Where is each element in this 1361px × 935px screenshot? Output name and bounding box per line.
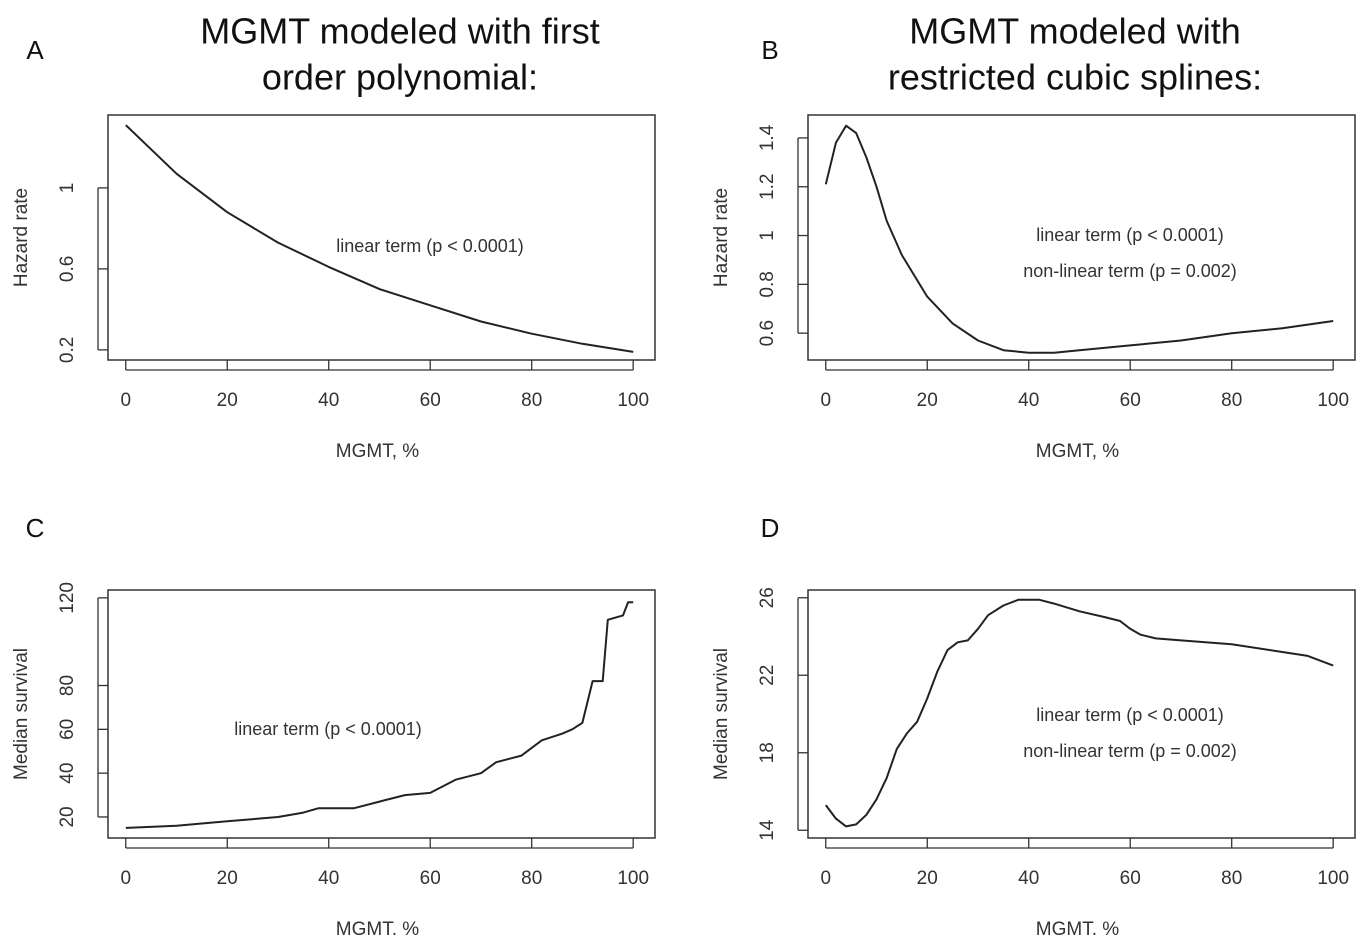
column-title: restricted cubic splines: — [888, 57, 1262, 98]
x-tick-label: 40 — [1018, 868, 1039, 889]
x-tick-label: 100 — [617, 390, 649, 411]
x-tick-label: 0 — [120, 868, 131, 889]
panel-label: B — [761, 35, 778, 65]
x-tick-label: 20 — [917, 868, 938, 889]
column-title: order polynomial: — [262, 57, 538, 98]
annotation: linear term (p < 0.0001) — [1036, 225, 1224, 245]
x-tick-label: 60 — [420, 390, 441, 411]
y-tick-label: 18 — [757, 742, 778, 763]
x-tick-label: 100 — [1317, 868, 1349, 889]
y-tick-label: 0.6 — [757, 320, 778, 346]
x-tick-label: 80 — [521, 868, 542, 889]
x-tick-label: 40 — [318, 390, 339, 411]
x-tick-label: 100 — [1317, 390, 1349, 411]
annotation: linear term (p < 0.0001) — [234, 719, 422, 739]
x-tick-label: 20 — [917, 390, 938, 411]
x-tick-label: 20 — [217, 868, 238, 889]
x-axis-label: MGMT, % — [1036, 441, 1119, 462]
x-axis-label: MGMT, % — [336, 919, 419, 935]
annotation: non-linear term (p = 0.002) — [1023, 741, 1237, 761]
x-tick-label: 60 — [1120, 868, 1141, 889]
annotation: non-linear term (p = 0.002) — [1023, 261, 1237, 281]
x-tick-label: 0 — [120, 390, 131, 411]
x-axis-label: MGMT, % — [336, 441, 419, 462]
y-tick-label: 26 — [757, 587, 778, 608]
curve — [824, 598, 1334, 828]
y-axis-label: Median survival — [711, 648, 732, 780]
y-tick-label: 0.2 — [57, 337, 78, 363]
y-tick-label: 80 — [57, 675, 78, 696]
x-tick-label: 40 — [1018, 390, 1039, 411]
y-tick-label: 22 — [757, 665, 778, 686]
y-axis-label: Hazard rate — [11, 188, 32, 287]
curve — [824, 124, 1334, 354]
panel-label: D — [761, 513, 780, 543]
y-tick-label: 0.8 — [757, 271, 778, 297]
y-tick-label: 60 — [57, 719, 78, 740]
x-tick-label: 20 — [217, 390, 238, 411]
column-title: MGMT modeled with first — [200, 11, 599, 52]
y-tick-label: 1 — [757, 230, 778, 241]
y-tick-label: 120 — [57, 582, 78, 614]
x-tick-label: 0 — [820, 868, 831, 889]
y-axis-label: Median survival — [11, 648, 32, 780]
column-title: MGMT modeled with — [909, 11, 1240, 52]
y-tick-label: 1.4 — [757, 124, 778, 151]
y-tick-label: 40 — [57, 763, 78, 784]
y-tick-label: 14 — [757, 819, 778, 841]
y-tick-label: 1 — [57, 183, 78, 194]
x-tick-label: 60 — [420, 868, 441, 889]
x-tick-label: 60 — [1120, 390, 1141, 411]
y-tick-label: 1.2 — [757, 174, 778, 200]
y-axis-label: Hazard rate — [711, 188, 732, 287]
x-tick-label: 80 — [521, 390, 542, 411]
plot-frame — [807, 114, 1356, 361]
x-tick-label: 80 — [1221, 868, 1242, 889]
curve — [125, 124, 634, 353]
annotation: linear term (p < 0.0001) — [336, 236, 524, 256]
x-tick-label: 40 — [318, 868, 339, 889]
panel-label: C — [26, 513, 45, 543]
plot-frame — [107, 114, 656, 361]
plot-frame — [807, 589, 1356, 839]
panel-label: A — [26, 35, 44, 65]
curve — [125, 601, 634, 829]
x-tick-label: 100 — [617, 868, 649, 889]
annotation: linear term (p < 0.0001) — [1036, 705, 1224, 725]
x-tick-label: 80 — [1221, 390, 1242, 411]
y-tick-label: 0.6 — [57, 256, 78, 282]
y-tick-label: 20 — [57, 806, 78, 827]
plot-frame — [107, 589, 656, 839]
x-tick-label: 0 — [820, 390, 831, 411]
x-axis-label: MGMT, % — [1036, 919, 1119, 935]
